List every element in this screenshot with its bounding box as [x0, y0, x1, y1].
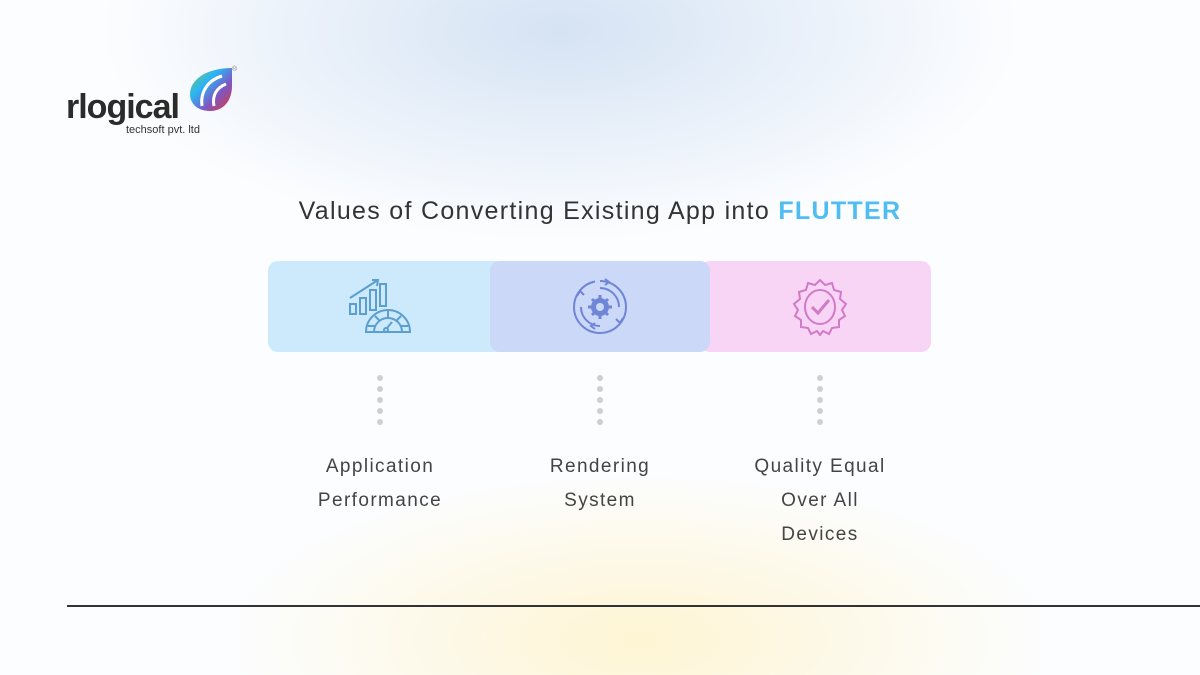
- divider-line: [67, 605, 1200, 607]
- connector-dots: [817, 375, 823, 425]
- label-rendering-system: Rendering System: [549, 456, 651, 511]
- logo-wordmark: rlogical: [66, 88, 180, 126]
- logo-tagline: techsoft pvt. ltd: [126, 124, 200, 136]
- card-application-performance: [268, 261, 510, 352]
- quality-badge-check-icon: [792, 278, 848, 336]
- card-rendering-system: [490, 261, 710, 352]
- card-quality-equal: [700, 261, 931, 352]
- label-application-performance: Application Performance: [317, 456, 443, 511]
- title-highlight: FLUTTER: [778, 197, 902, 225]
- page-title: Values of Converting Existing App into F…: [298, 197, 902, 225]
- connector-dots: [377, 375, 383, 425]
- company-logo: ® rlogical techsoft pvt. ltd: [66, 66, 238, 136]
- label-quality-equal: Quality Equal Over All Devices: [754, 456, 886, 545]
- performance-chart-gauge-icon: [349, 278, 412, 333]
- logo-leaf-icon: [190, 68, 232, 111]
- connector-dots: [597, 375, 603, 425]
- gear-cycle-icon: [573, 277, 627, 334]
